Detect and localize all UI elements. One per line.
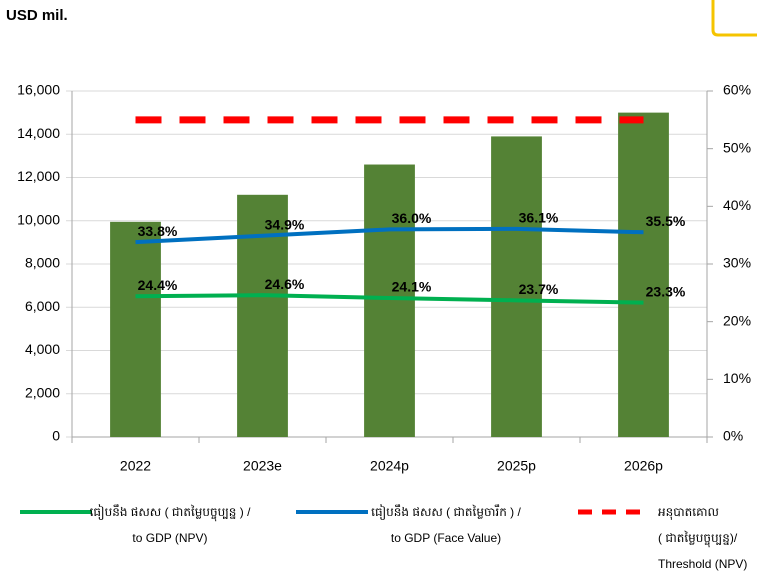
- bar: [618, 112, 669, 437]
- y-tick-label: 6,000: [25, 298, 60, 314]
- data-label: 23.7%: [519, 281, 559, 297]
- y2-tick-label: 20%: [723, 312, 751, 328]
- y-tick-label: 4,000: [25, 341, 60, 357]
- y-tick-label: 2,000: [25, 384, 60, 400]
- x-tick-label: 2023e: [243, 458, 282, 474]
- x-tick-label: 2022: [120, 458, 151, 474]
- chart-title: USD mil.: [6, 7, 68, 24]
- series-line: [135, 226, 644, 245]
- y2-tick-label: 60%: [723, 82, 751, 98]
- y2-tick-label: 30%: [723, 255, 751, 271]
- data-label: 35.5%: [646, 213, 686, 229]
- data-label: 24.6%: [265, 276, 305, 292]
- x-tick-label: 2026p: [624, 458, 663, 474]
- corner-decoration: [711, 0, 757, 37]
- y2-tick-label: 10%: [723, 370, 751, 386]
- y-tick-label: 8,000: [25, 255, 60, 271]
- legend-label: ធៀបនឹង ផសស ( ជាតម្លៃបច្ចុប្បន្ន ) / to G…: [89, 505, 251, 545]
- series-line: [135, 293, 644, 305]
- y-tick-label: 16,000: [17, 82, 60, 98]
- data-label: 23.3%: [646, 283, 686, 299]
- bar: [491, 136, 542, 437]
- y-tick-label: 12,000: [17, 168, 60, 184]
- legend-label: ធៀបនឹង ផសស ( ជាតម្លៃចារឹក ) / to GDP (Fa…: [371, 505, 521, 545]
- data-label: 24.4%: [138, 277, 178, 293]
- data-label: 33.8%: [138, 223, 178, 239]
- x-tick-label: 2025p: [497, 458, 536, 474]
- y-tick-label: 10,000: [17, 211, 60, 227]
- data-label: 24.1%: [392, 279, 432, 295]
- y-tick-label: 0: [52, 428, 60, 444]
- y2-tick-label: 0%: [723, 428, 743, 444]
- legend-label: អនុបាតគោល ( ជាតម្លៃបច្ចុប្បន្ន)/ Thresho…: [658, 505, 748, 571]
- y-tick-label: 14,000: [17, 125, 60, 141]
- data-label: 34.9%: [265, 216, 305, 232]
- y2-tick-label: 50%: [723, 139, 751, 155]
- bar: [364, 164, 415, 437]
- x-tick-label: 2024p: [370, 458, 409, 474]
- data-label: 36.1%: [519, 210, 559, 226]
- y2-tick-label: 40%: [723, 197, 751, 213]
- data-label: 36.0%: [392, 210, 432, 226]
- bar: [110, 221, 161, 437]
